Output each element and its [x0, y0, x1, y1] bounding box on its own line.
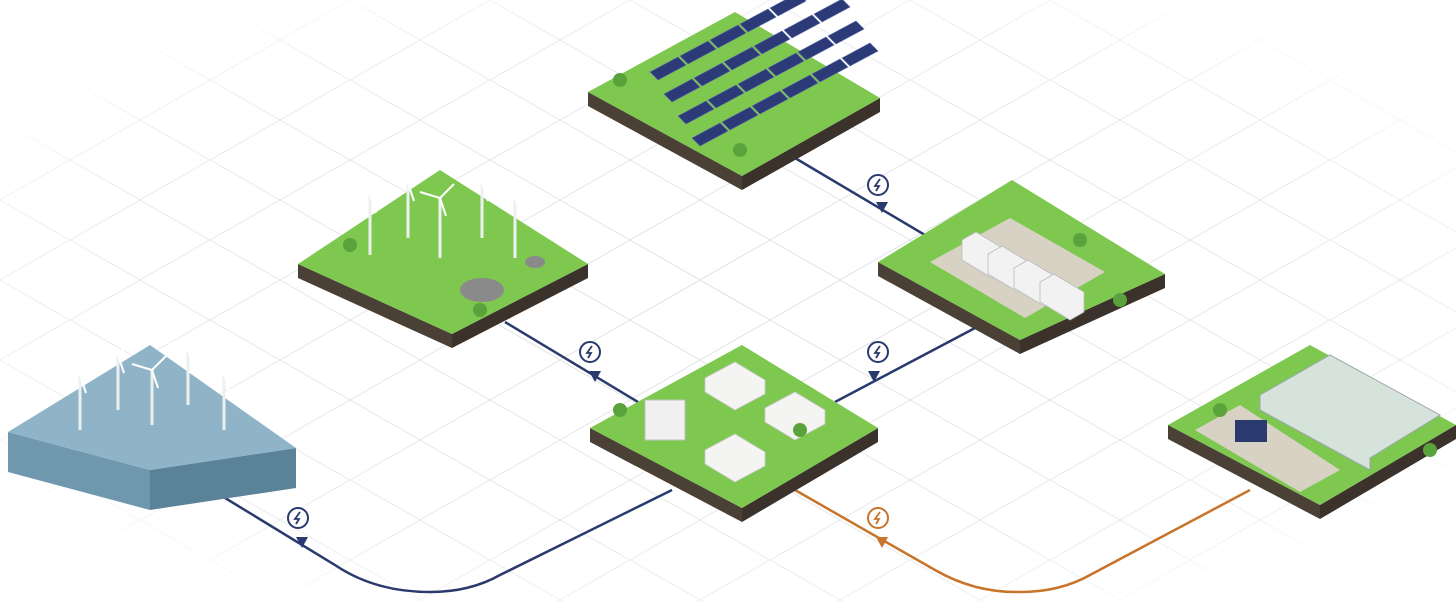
- tree: [733, 143, 747, 157]
- rock: [525, 256, 545, 268]
- page: (() => { JSON.parse(document.getElementB…: [0, 0, 1456, 602]
- tree: [1213, 403, 1227, 417]
- tree: [613, 403, 627, 417]
- link-icon: [580, 342, 600, 362]
- tree: [343, 238, 357, 252]
- link-icon: [868, 508, 888, 528]
- truck: [1235, 420, 1267, 442]
- tree: [613, 73, 627, 87]
- link-icon: [868, 175, 888, 195]
- link-icon: [288, 508, 308, 528]
- rock: [460, 278, 504, 302]
- tree: [1113, 293, 1127, 307]
- energy-diagram: [0, 0, 1456, 602]
- office: [645, 400, 685, 440]
- tree: [1073, 233, 1087, 247]
- link-icon: [868, 342, 888, 362]
- tree: [473, 303, 487, 317]
- tree: [1423, 443, 1437, 457]
- tree: [793, 423, 807, 437]
